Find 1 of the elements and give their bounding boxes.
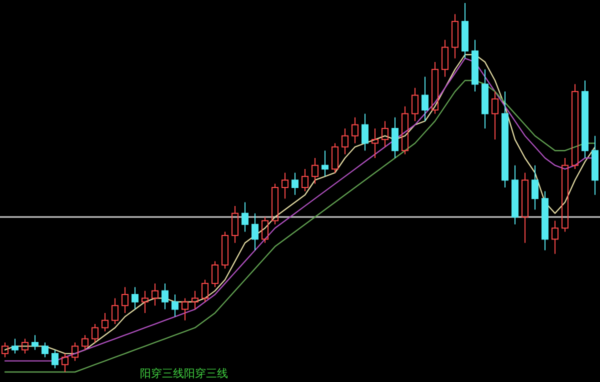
annotation: 阳穿三线阳穿三线 [140,367,228,380]
